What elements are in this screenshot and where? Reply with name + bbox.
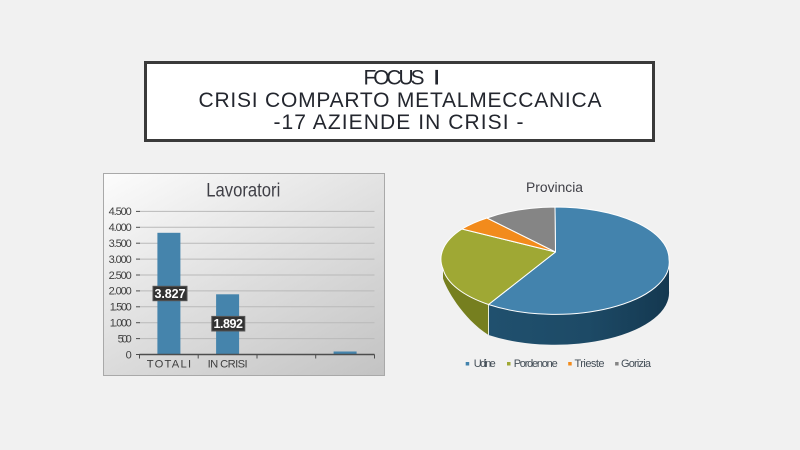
svg-text:3.000: 3.000 <box>109 254 132 266</box>
svg-text:IN CRISI: IN CRISI <box>208 359 248 371</box>
svg-text:CRISI COMPARTO METALMECCANICA: CRISI COMPARTO METALMECCANICA <box>199 89 602 112</box>
svg-text:Pordenone: Pordenone <box>514 358 558 370</box>
svg-text:Udine: Udine <box>474 358 496 370</box>
svg-text:0: 0 <box>126 349 132 361</box>
svg-text:500: 500 <box>118 333 132 345</box>
svg-text:1.000: 1.000 <box>110 318 132 330</box>
svg-text:Gorizia: Gorizia <box>621 358 652 370</box>
svg-text:1.500: 1.500 <box>110 302 132 314</box>
svg-text:4.500: 4.500 <box>109 206 132 218</box>
svg-text:2.000: 2.000 <box>109 286 132 298</box>
svg-text:Provincia: Provincia <box>526 180 583 195</box>
svg-text:-17 AZIENDE IN CRISI -: -17 AZIENDE IN CRISI - <box>274 111 524 134</box>
svg-text:TOTALI: TOTALI <box>147 359 191 371</box>
svg-text:3.500: 3.500 <box>109 238 132 250</box>
svg-text:Lavoratori: Lavoratori <box>206 181 280 202</box>
svg-text:FOCUS: FOCUS <box>364 66 425 89</box>
svg-text:3.827: 3.827 <box>155 287 186 301</box>
svg-text:4.000: 4.000 <box>109 222 132 234</box>
svg-text:Trieste: Trieste <box>575 358 605 370</box>
svg-text:2.500: 2.500 <box>109 270 132 282</box>
svg-text:1.892: 1.892 <box>213 317 243 331</box>
